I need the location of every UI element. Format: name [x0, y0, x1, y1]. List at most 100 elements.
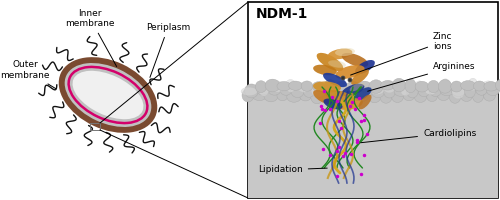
Ellipse shape: [311, 90, 323, 104]
Ellipse shape: [415, 81, 429, 92]
Ellipse shape: [368, 89, 381, 103]
Ellipse shape: [335, 81, 348, 92]
Ellipse shape: [341, 76, 345, 80]
Ellipse shape: [474, 81, 486, 91]
Text: Cardiolipins: Cardiolipins: [361, 129, 476, 143]
Ellipse shape: [313, 81, 341, 93]
Ellipse shape: [256, 81, 266, 93]
Ellipse shape: [287, 91, 301, 102]
Ellipse shape: [476, 85, 487, 95]
Ellipse shape: [64, 63, 152, 127]
Ellipse shape: [426, 89, 438, 102]
Ellipse shape: [430, 86, 441, 96]
Ellipse shape: [383, 80, 396, 93]
Ellipse shape: [384, 85, 396, 98]
Bar: [0, 0, 248, 200]
Ellipse shape: [484, 91, 496, 101]
Ellipse shape: [244, 84, 258, 98]
Ellipse shape: [342, 84, 364, 96]
Ellipse shape: [264, 90, 278, 102]
Bar: [248, 94, 498, 198]
Ellipse shape: [326, 90, 354, 104]
Ellipse shape: [311, 84, 326, 97]
Ellipse shape: [303, 85, 315, 97]
Ellipse shape: [340, 85, 355, 96]
Ellipse shape: [298, 82, 312, 92]
Ellipse shape: [380, 81, 394, 90]
Ellipse shape: [328, 49, 352, 59]
Ellipse shape: [72, 71, 144, 119]
Ellipse shape: [342, 53, 368, 67]
Ellipse shape: [407, 85, 418, 98]
Ellipse shape: [354, 87, 372, 101]
Text: Lipidation: Lipidation: [258, 166, 327, 174]
Ellipse shape: [425, 86, 436, 95]
Ellipse shape: [316, 53, 344, 71]
Ellipse shape: [438, 91, 450, 101]
Ellipse shape: [259, 83, 269, 96]
Ellipse shape: [288, 81, 302, 90]
Text: Arginines: Arginines: [368, 62, 476, 91]
Ellipse shape: [291, 84, 304, 98]
Ellipse shape: [451, 85, 466, 97]
Ellipse shape: [348, 78, 352, 82]
Ellipse shape: [356, 86, 366, 97]
Ellipse shape: [414, 90, 427, 102]
Ellipse shape: [484, 82, 498, 91]
Bar: [248, 2, 498, 198]
Ellipse shape: [451, 81, 462, 92]
Ellipse shape: [496, 79, 500, 91]
Ellipse shape: [415, 81, 424, 90]
Ellipse shape: [324, 86, 340, 96]
Ellipse shape: [312, 82, 324, 91]
Ellipse shape: [314, 86, 326, 97]
Ellipse shape: [256, 85, 270, 95]
Ellipse shape: [371, 84, 385, 98]
Ellipse shape: [268, 85, 280, 95]
Ellipse shape: [68, 67, 148, 123]
Ellipse shape: [336, 85, 350, 95]
Ellipse shape: [252, 89, 267, 101]
Ellipse shape: [392, 78, 406, 92]
Ellipse shape: [324, 80, 336, 91]
Ellipse shape: [460, 81, 475, 90]
Ellipse shape: [323, 73, 347, 87]
Ellipse shape: [277, 90, 288, 101]
Ellipse shape: [285, 79, 296, 92]
Ellipse shape: [337, 98, 363, 110]
Text: Outer
membrane: Outer membrane: [0, 60, 56, 89]
Ellipse shape: [380, 91, 392, 103]
Ellipse shape: [334, 91, 345, 103]
Ellipse shape: [351, 69, 369, 85]
Ellipse shape: [460, 90, 472, 101]
Ellipse shape: [486, 85, 500, 96]
Ellipse shape: [464, 85, 475, 98]
Ellipse shape: [265, 79, 280, 92]
Text: Periplasm: Periplasm: [146, 23, 190, 77]
Ellipse shape: [403, 89, 415, 101]
Ellipse shape: [440, 86, 454, 96]
Ellipse shape: [346, 89, 357, 102]
Ellipse shape: [324, 99, 342, 109]
Ellipse shape: [440, 79, 450, 91]
Ellipse shape: [242, 89, 254, 102]
Ellipse shape: [350, 83, 364, 91]
Ellipse shape: [468, 78, 477, 91]
Ellipse shape: [418, 86, 430, 97]
Ellipse shape: [300, 90, 312, 101]
Text: NDM-1: NDM-1: [256, 7, 308, 21]
Ellipse shape: [328, 60, 346, 68]
Ellipse shape: [313, 90, 333, 104]
Ellipse shape: [394, 87, 408, 96]
Ellipse shape: [280, 85, 292, 95]
Ellipse shape: [400, 85, 410, 96]
Bar: [90, 123, 100, 130]
Ellipse shape: [358, 89, 368, 101]
Ellipse shape: [313, 65, 337, 75]
Ellipse shape: [335, 48, 355, 56]
Ellipse shape: [346, 81, 360, 91]
Ellipse shape: [348, 87, 362, 97]
Ellipse shape: [269, 81, 285, 92]
Text: Inner
membrane: Inner membrane: [65, 9, 116, 67]
Ellipse shape: [369, 80, 383, 93]
